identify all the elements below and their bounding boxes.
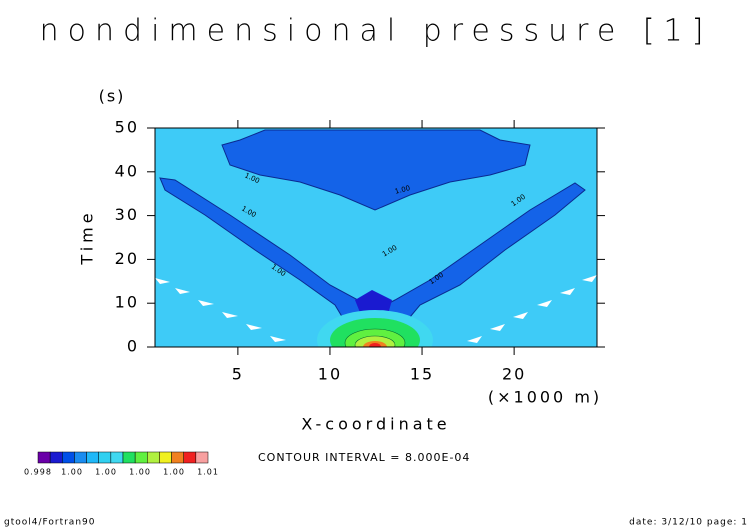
y-axis-label: Time — [78, 209, 97, 265]
colorbar-box — [195, 451, 209, 464]
x-tick-label: 15 — [410, 365, 434, 384]
contour-field — [155, 128, 597, 347]
x-tick-label: 20 — [502, 365, 526, 384]
chart-title: nondimensional pressure [1] — [40, 14, 713, 49]
colorbar-box — [62, 451, 75, 464]
colorbar-label: 1.00 — [163, 468, 185, 477]
colorbar-box — [147, 451, 160, 464]
contour-interval: CONTOUR INTERVAL = 8.000E-04 — [258, 451, 470, 464]
y-tick-label: 10 — [115, 293, 139, 312]
x-tick-label: 10 — [318, 365, 342, 384]
y-tick-label: 30 — [115, 205, 139, 224]
colorbar-label: 1.00 — [129, 468, 151, 477]
contour-band — [159, 177, 586, 341]
colorbar-label: 1.00 — [61, 468, 83, 477]
x-axis-label: X-coordinate — [301, 415, 450, 434]
colorbar-box — [159, 451, 172, 464]
colorbar-label: 1.01 — [197, 468, 219, 477]
contour-band — [369, 343, 381, 347]
y-unit: (s) — [99, 87, 126, 106]
colorbar-box — [37, 451, 51, 464]
colorbar-box — [74, 451, 87, 464]
y-tick-label: 20 — [115, 249, 139, 268]
footer-left: gtool4/Fortran90 — [4, 518, 95, 528]
y-tick-label: 50 — [115, 118, 139, 137]
x-unit: (×1000 m) — [488, 388, 602, 407]
y-tick-label: 40 — [115, 161, 139, 180]
colorbar-box — [171, 451, 184, 464]
x-tick-label: 5 — [232, 365, 244, 384]
colorbar-label: 1.00 — [95, 468, 117, 477]
footer-right: date: 3/12/10 page: 1 — [629, 518, 748, 528]
colorbar-label: 0.998 — [24, 468, 52, 477]
colorbar-box — [110, 451, 124, 464]
colorbar-box — [86, 451, 99, 464]
colorbar-box — [98, 451, 112, 464]
y-tick-label: 0 — [127, 337, 139, 356]
colorbar-box — [134, 451, 148, 464]
contour-band — [221, 129, 531, 211]
contour-label: 1.00 — [394, 184, 411, 196]
missing-marks — [155, 275, 597, 343]
colorbar-box — [49, 451, 63, 464]
plot-frame — [154, 127, 598, 348]
colorbar-box — [183, 451, 197, 464]
colorbar-box — [122, 451, 136, 464]
